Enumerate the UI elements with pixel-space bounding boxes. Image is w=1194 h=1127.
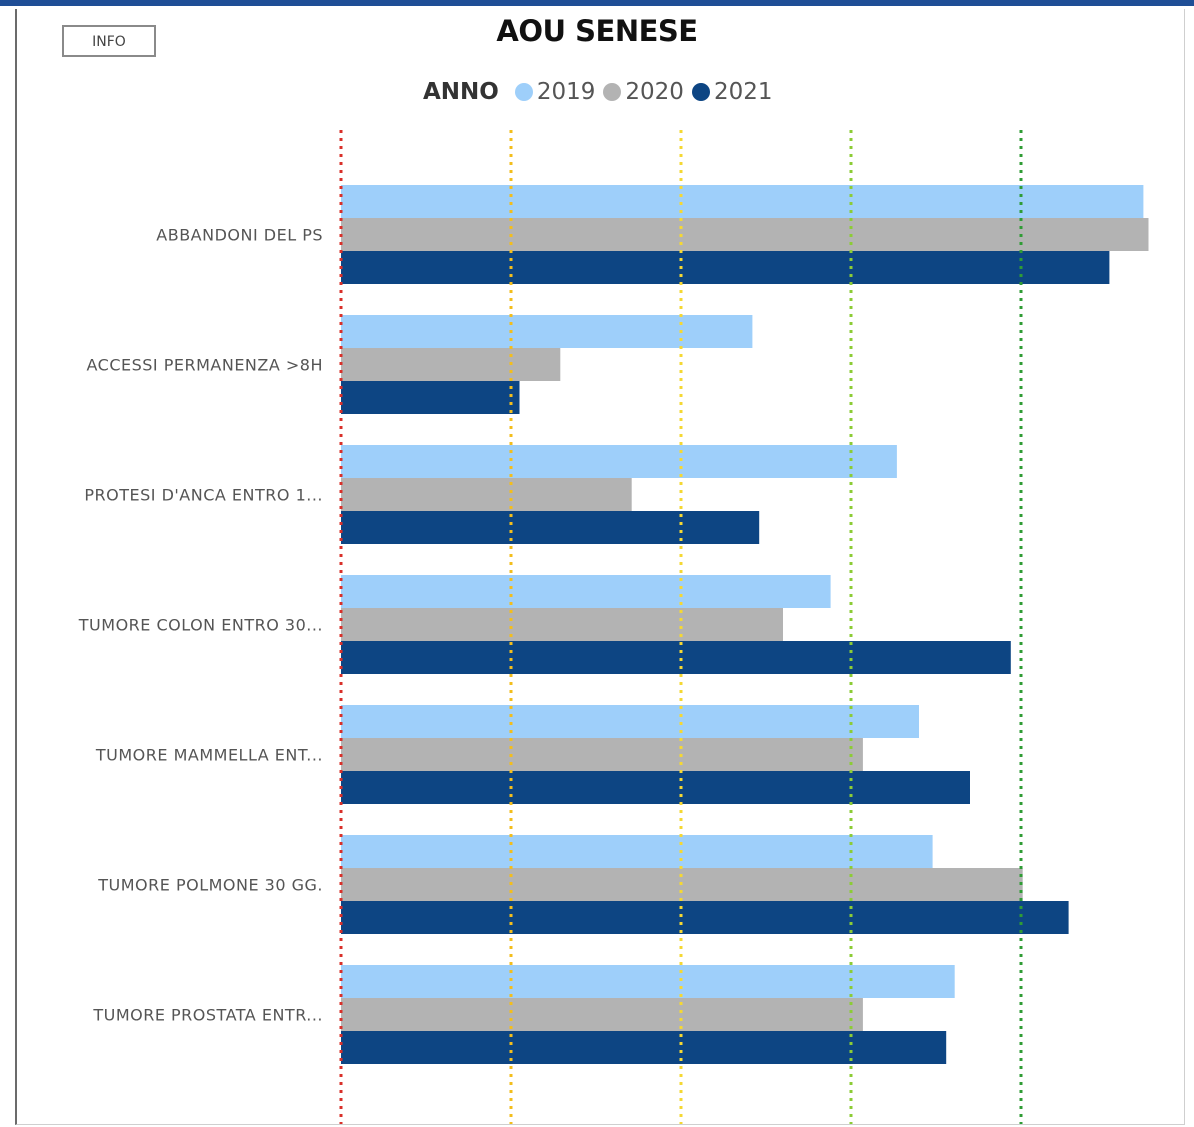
bar-2019-4[interactable] xyxy=(341,705,919,738)
legend-item-2019[interactable]: 2019 xyxy=(514,79,596,105)
info-button[interactable]: INFO xyxy=(62,25,156,57)
bar-2020-3[interactable] xyxy=(341,608,783,641)
category-label-3: TUMORE COLON ENTRO 30... xyxy=(78,616,323,635)
category-label-1: ACCESSI PERMANENZA >8H xyxy=(86,356,323,375)
bar-2021-2[interactable] xyxy=(341,511,760,544)
bar-2021-5[interactable] xyxy=(341,901,1069,934)
bar-2021-3[interactable] xyxy=(341,641,1011,674)
bar-2021-6[interactable] xyxy=(341,1031,947,1064)
legend-label-2019: 2019 xyxy=(536,79,596,105)
legend-label-2021: 2021 xyxy=(713,79,773,105)
legend-swatch-2020 xyxy=(603,83,622,101)
legend-item-2020[interactable]: 2020 xyxy=(603,79,684,105)
legend: ANNO 2019 2020 2021 xyxy=(423,77,781,107)
top-accent-bar xyxy=(0,0,1194,6)
legend-swatch-2021 xyxy=(691,83,710,101)
bar-2021-0[interactable] xyxy=(341,251,1110,284)
bar-2019-3[interactable] xyxy=(341,575,831,608)
category-label-4: TUMORE MAMMELLA ENT... xyxy=(95,746,323,765)
category-label-2: PROTESI D'ANCA ENTRO 1... xyxy=(84,486,323,505)
bar-2019-6[interactable] xyxy=(341,965,955,998)
legend-swatch-2019 xyxy=(514,83,533,101)
legend-label-2020: 2020 xyxy=(625,79,684,105)
category-label-6: TUMORE PROSTATA ENTR... xyxy=(92,1006,323,1025)
bar-2019-2[interactable] xyxy=(341,445,897,478)
legend-title: ANNO xyxy=(423,79,499,105)
bar-2019-5[interactable] xyxy=(341,835,933,868)
bar-2020-2[interactable] xyxy=(341,478,632,511)
category-label-5: TUMORE POLMONE 30 GG. xyxy=(97,876,323,895)
bar-2020-4[interactable] xyxy=(341,738,863,771)
bar-2019-0[interactable] xyxy=(341,185,1144,218)
bar-2020-0[interactable] xyxy=(341,218,1149,251)
bar-2020-1[interactable] xyxy=(341,348,561,381)
category-label-0: ABBANDONI DEL PS xyxy=(156,226,323,245)
bar-2019-1[interactable] xyxy=(341,315,753,348)
bar-2021-4[interactable] xyxy=(341,771,970,804)
legend-item-2021[interactable]: 2021 xyxy=(691,79,773,105)
bar-2021-1[interactable] xyxy=(341,381,520,414)
chart-title: AOU SENESE xyxy=(496,14,698,48)
bar-2020-6[interactable] xyxy=(341,998,863,1031)
